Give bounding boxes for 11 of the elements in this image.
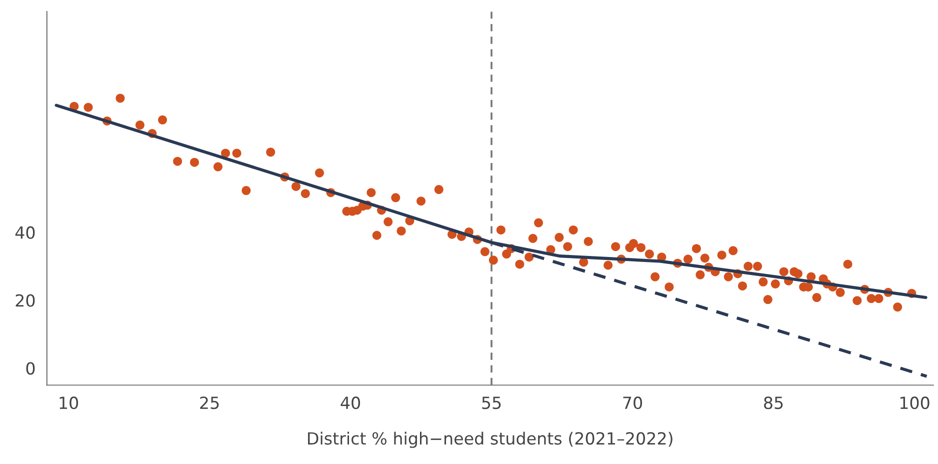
x-tick-label: 85 [764, 396, 783, 410]
x-tick-label: 25 [200, 396, 219, 410]
y-tick-label: 40 [15, 226, 35, 239]
y-tick-label: 0 [26, 362, 35, 375]
x-tick-label: 10 [60, 396, 78, 410]
x-axis-title: District % high−need students (2021–2022) [308, 432, 672, 448]
x-tick-label: 100 [900, 396, 930, 410]
x-tick-label: 55 [482, 396, 501, 410]
y-tick-label: 20 [16, 294, 35, 307]
x-tick-label: 40 [340, 396, 360, 410]
x-tick-label: 70 [623, 396, 642, 410]
